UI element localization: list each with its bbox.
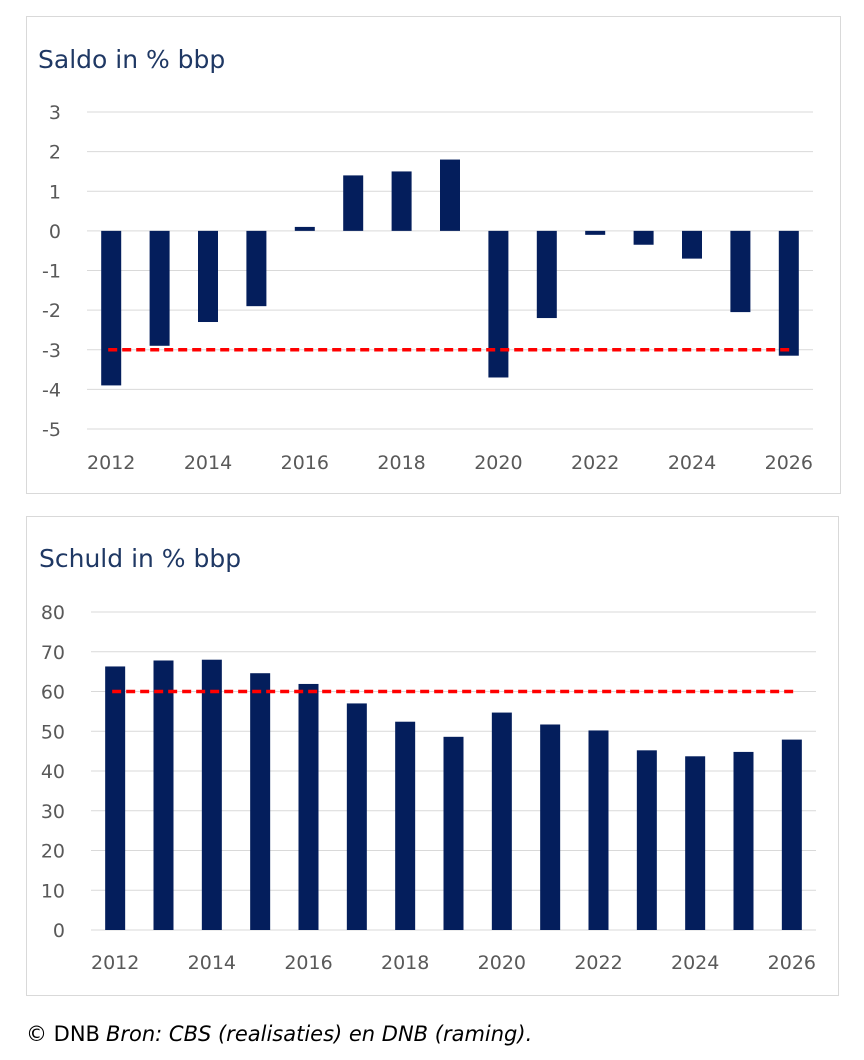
saldo-x-tick-label: 2020 <box>474 452 522 474</box>
schuld-y-tick-label: 70 <box>41 642 65 664</box>
schuld-y-tick-label: 20 <box>41 841 65 863</box>
schuld-bar-2025 <box>733 751 754 930</box>
saldo-bar-2019 <box>440 159 460 231</box>
saldo-bar-2015 <box>246 230 267 307</box>
saldo-bar-2017 <box>343 175 364 231</box>
schuld-bar-2019 <box>443 736 464 930</box>
copyright-text: © DNB <box>26 1022 100 1046</box>
saldo-bar-2013 <box>149 230 170 346</box>
schuld-x-tick-label: 2014 <box>188 952 236 974</box>
saldo-y-tick-label: 0 <box>49 221 61 243</box>
schuld-bar-2024 <box>685 756 706 930</box>
saldo-x-tick-label: 2022 <box>571 452 619 474</box>
schuld-chart-title: Schuld in % bbp <box>39 544 242 573</box>
saldo-bar-2014 <box>198 230 218 323</box>
saldo-x-tick-label: 2018 <box>377 452 425 474</box>
schuld-y-tick-label: 30 <box>41 801 65 823</box>
saldo-bar-2022 <box>585 230 606 235</box>
schuld-x-tick-label: 2012 <box>91 952 139 974</box>
schuld-bar-2021 <box>540 724 561 930</box>
schuld-x-tick-label: 2022 <box>574 952 622 974</box>
schuld-bar-2020 <box>491 712 512 930</box>
saldo-chart-title: Saldo in % bbp <box>38 45 226 74</box>
schuld-x-tick-label: 2026 <box>768 952 816 974</box>
saldo-bar-2026 <box>778 230 799 356</box>
saldo-y-tick-label: -2 <box>42 300 61 322</box>
saldo-bar-2024 <box>682 230 702 259</box>
schuld-chart: 80 70 60 50 40 30 20 10 0 2012 2014 2016 2018 2020 202… <box>41 602 816 974</box>
saldo-y-tick-label: -3 <box>42 340 61 362</box>
schuld-bar-2018 <box>395 721 416 930</box>
schuld-y-tick-label: 50 <box>41 721 65 743</box>
saldo-y-tick-label: 3 <box>49 102 61 124</box>
saldo-y-tick-label: 1 <box>49 181 61 203</box>
schuld-bar-2022 <box>588 730 609 930</box>
saldo-y-tick-label: -5 <box>42 419 61 441</box>
saldo-chart-panel: Saldo in % bbp 3 2 1 0 -1 -2 -3 -4 -5 2012 2014 201… <box>26 16 841 494</box>
saldo-x-tick-label: 2026 <box>765 452 813 474</box>
saldo-x-tick-label: 2014 <box>184 452 232 474</box>
saldo-x-tick-label: 2016 <box>281 452 329 474</box>
schuld-bar-2015 <box>250 673 271 930</box>
schuld-y-tick-label: 40 <box>41 761 65 783</box>
saldo-bar-2021 <box>536 230 557 319</box>
saldo-x-tick-label: 2012 <box>87 452 135 474</box>
schuld-y-tick-label: 80 <box>41 602 65 624</box>
saldo-y-tick-label: 2 <box>49 142 61 164</box>
saldo-bar-2025 <box>730 230 751 313</box>
source-note: Bron: CBS (realisaties) en DNB (raming). <box>105 1022 533 1046</box>
schuld-bar-2026 <box>781 739 802 930</box>
schuld-x-tick-label: 2018 <box>381 952 429 974</box>
saldo-x-tick-label: 2024 <box>668 452 716 474</box>
schuld-y-tick-label: 60 <box>41 682 65 704</box>
schuld-bar-2017 <box>346 703 367 930</box>
saldo-y-tick-label: -4 <box>42 379 61 401</box>
schuld-y-tick-label: 0 <box>53 920 65 942</box>
schuld-y-tick-label: 10 <box>41 880 65 902</box>
saldo-y-tick-label: -1 <box>42 261 61 283</box>
schuld-x-tick-label: 2016 <box>284 952 332 974</box>
schuld-bar-2012 <box>105 666 126 930</box>
schuld-x-tick-label: 2020 <box>478 952 526 974</box>
schuld-bar-2013 <box>153 660 174 930</box>
saldo-bar-2020 <box>488 230 509 378</box>
schuld-chart-panel: Schuld in % bbp 80 70 60 50 40 30 20 10 0 2012 201… <box>26 516 839 996</box>
saldo-chart: 3 2 1 0 -1 -2 -3 -4 -5 2012 2014 2016 2018 2020 2022 20… <box>42 102 813 474</box>
schuld-bar-2014 <box>201 659 222 930</box>
footer-source: © DNB Bron: CBS (realisaties) en DNB (ram… <box>26 1022 532 1046</box>
saldo-bar-2016 <box>294 226 315 231</box>
schuld-x-tick-label: 2024 <box>671 952 719 974</box>
schuld-bar-2016 <box>298 683 319 930</box>
saldo-bar-2012 <box>101 230 122 386</box>
schuld-bar-2023 <box>636 750 657 930</box>
saldo-bar-2018 <box>391 171 412 231</box>
saldo-bar-2023 <box>633 230 654 245</box>
